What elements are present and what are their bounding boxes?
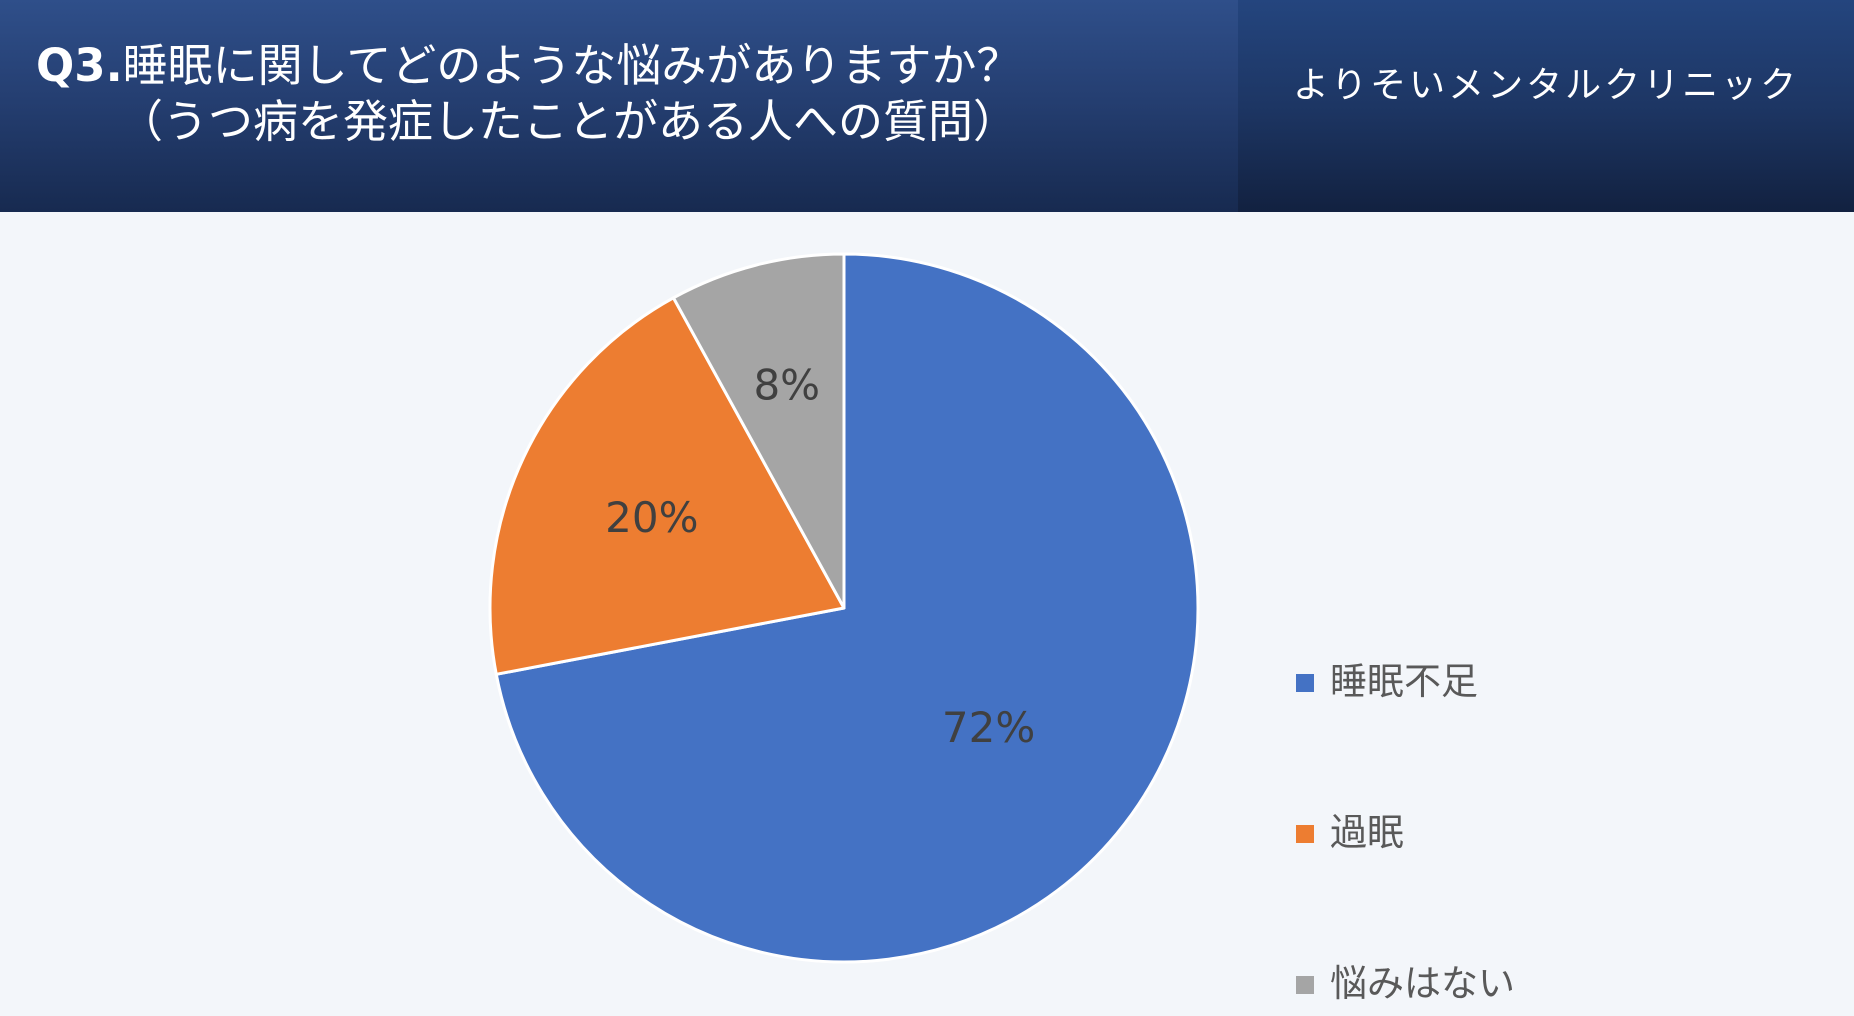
legend-label-3: 悩みはない (1330, 962, 1515, 1005)
title-line-1: Q3.睡眠に関してどのような悩みがありますか？ (36, 38, 1216, 94)
legend-label-2: 過眠 (1330, 811, 1404, 854)
pie-chart: 72% 20% 8% (488, 252, 1200, 964)
pie-chart-area: 72% 20% 8% 睡眠不足過眠悩みはない (0, 212, 1854, 1012)
question-text: 睡眠に関してどのような悩みがありますか？ (122, 39, 1022, 92)
pie-slice-1 (494, 252, 1200, 964)
data-label-1: 72% (942, 703, 1035, 752)
question-number: Q3. (36, 39, 123, 92)
data-label-2: 20% (605, 493, 698, 542)
page-title: Q3.睡眠に関してどのような悩みがありますか？ （うつ病を発症したことがある人へ… (36, 38, 1216, 150)
legend-swatch-3 (1296, 976, 1314, 994)
clinic-name: よりそいメンタルクリニック (1292, 65, 1800, 106)
pie-slice-2 (488, 296, 846, 676)
title-line-2: （うつ病を発症したことがある人への質問） (118, 95, 1019, 148)
legend-swatch-2 (1296, 825, 1314, 843)
header-banner: Q3.睡眠に関してどのような悩みがありますか？ （うつ病を発症したことがある人へ… (0, 0, 1854, 212)
data-label-3: 8% (753, 361, 820, 410)
header-clinic-panel (1238, 0, 1854, 212)
legend-label-1: 睡眠不足 (1330, 660, 1478, 703)
legend-swatch-1 (1296, 674, 1314, 692)
pie-slice-3 (671, 252, 846, 610)
